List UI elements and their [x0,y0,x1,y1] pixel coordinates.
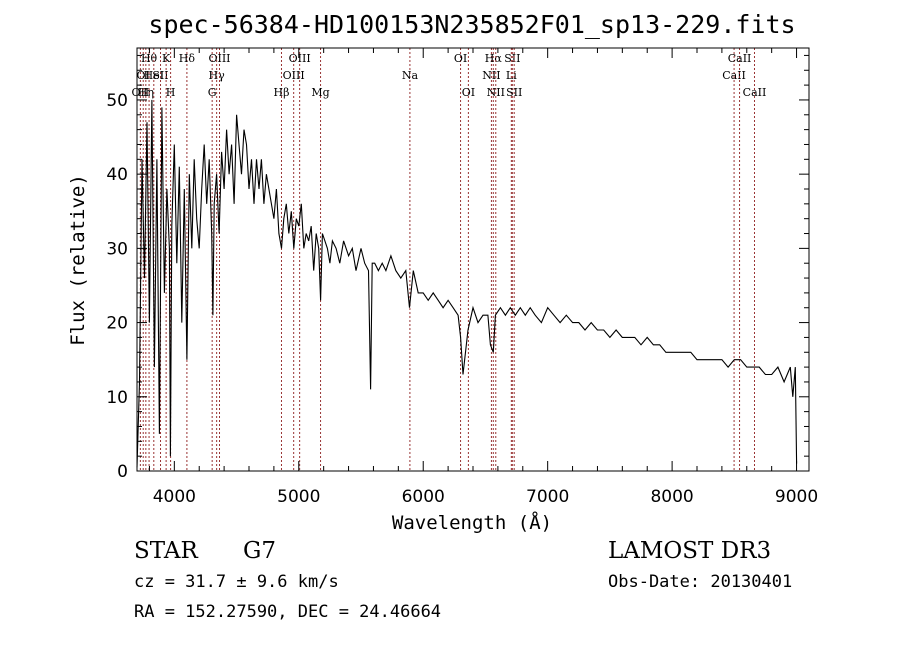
line-label: SII [506,86,522,99]
object-subclass: G7 [243,538,277,564]
line-label: OI [462,86,475,99]
obs-date: Obs-Date: 20130401 [608,572,793,592]
coordinates: RA = 152.27590, DEC = 24.46664 [134,602,442,622]
object-type: STAR [134,538,198,564]
x-tick-label: 6000 [402,487,445,507]
line-label: OIII [208,52,230,65]
x-tick-label: 5000 [277,487,320,507]
x-tick-label: 4000 [153,487,196,507]
y-axis-label: Flux (relative) [67,174,89,346]
survey-name: LAMOST DR3 [608,538,772,564]
line-label: Hα [485,52,503,65]
y-tick-label: 30 [106,239,128,259]
line-label: SII [504,52,520,65]
line-label: CaII [728,52,752,65]
line-label: G [208,86,217,99]
y-tick-label: 40 [106,165,128,185]
axes: 4000 5000 6000 7000 8000 9000 0 10 20 30 40 50 [106,48,818,507]
line-label: Hθ [141,52,158,65]
line-label: Na [402,69,419,82]
chart-title: spec-56384-HD100153N235852F01_sp13-229.f… [148,10,795,39]
x-tick-label: 8000 [650,487,693,507]
line-label: OI [137,69,150,82]
line-label: NII [482,69,500,82]
line-label: CaII [722,69,746,82]
line-label: OIII [283,69,305,82]
y-tick-label: 10 [106,388,128,408]
line-label: SII [152,69,168,82]
x-tick-label: 9000 [775,487,818,507]
line-label: NII [487,86,505,99]
y-tick-label: 20 [106,314,128,334]
line-label: Hγ [209,69,226,82]
line-label: Li [506,69,517,82]
line-label: Hβ [274,86,290,99]
line-label: K [162,52,171,65]
plot-frame [136,47,810,472]
line-label: OII [132,86,150,99]
redshift-cz: cz = 31.7 ± 9.6 km/s [134,572,339,592]
line-label: OI [454,52,467,65]
line-label: HeI [144,69,164,82]
spectrum-series [136,99,798,468]
line-label: Hδ [179,52,196,65]
line-label: CaII [743,86,767,99]
line-label: H [166,86,176,99]
spectral-line-markers: OIIOIHηHθHeISIIKHHδGHγOIIIHβOIIIOIIIMgNa… [132,48,767,471]
y-tick-label: 50 [106,91,128,111]
x-axis-label: Wavelength (Å) [392,511,552,534]
y-tick-label: 0 [117,462,128,482]
line-label: Hη [138,86,154,99]
x-tick-label: 7000 [526,487,569,507]
line-label: Mg [311,86,329,99]
line-label: OIII [289,52,311,65]
